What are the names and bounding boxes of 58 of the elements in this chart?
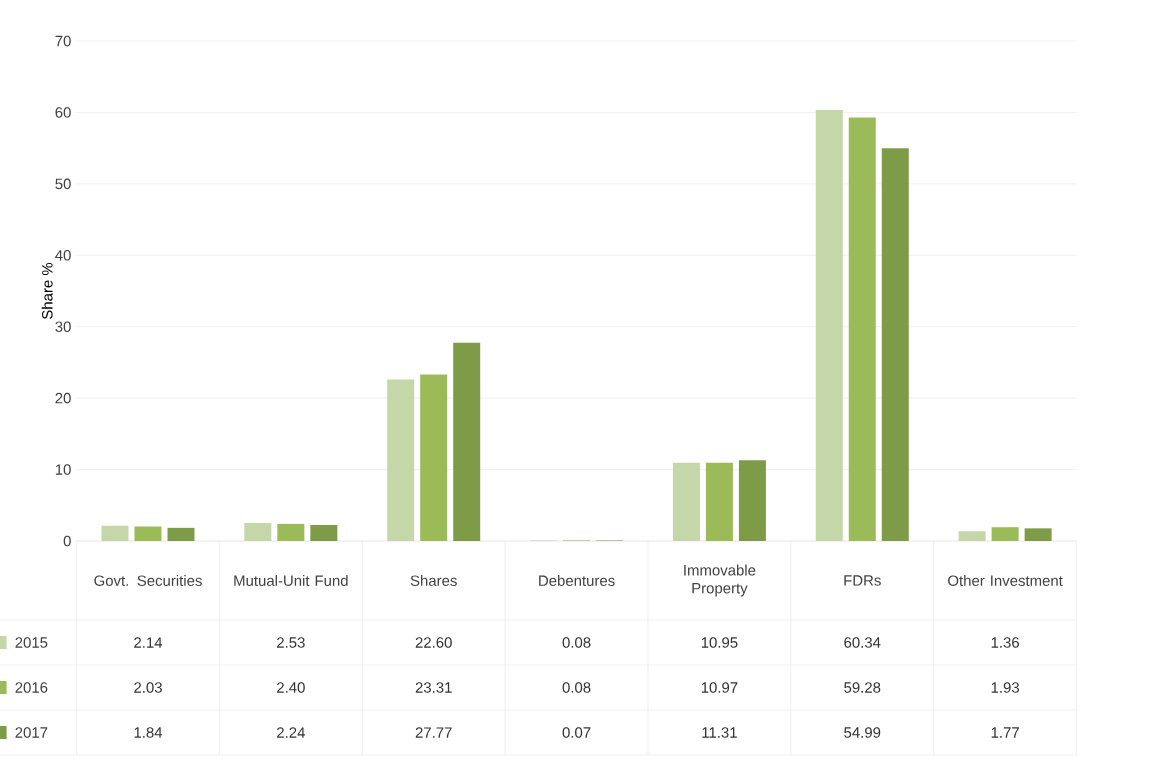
bar [815, 110, 843, 541]
y-tick-label: 50 [55, 178, 71, 190]
data-label: 2.53 [277, 637, 305, 648]
bar [958, 531, 986, 541]
data-label: 54.99 [844, 727, 881, 738]
data-label: 1.93 [991, 682, 1019, 693]
bar [453, 342, 481, 541]
y-tick-label: 60 [55, 107, 71, 118]
data-label: 2.40 [277, 682, 305, 693]
legend-label: 2015 [15, 637, 48, 648]
data-label: 2.03 [134, 682, 162, 693]
legend-label: 2017 [15, 727, 48, 738]
x-tick-label: Other Investment [948, 575, 1063, 586]
data-label: 0.07 [562, 727, 591, 738]
bar [420, 374, 448, 541]
bar [672, 462, 700, 541]
x-tick-label: FDRs [844, 575, 881, 586]
data-label: 1.36 [991, 637, 1019, 648]
data-label: 2.24 [277, 727, 305, 738]
y-tick-label: 20 [55, 392, 71, 404]
bar [167, 527, 195, 541]
data-label: 60.34 [844, 637, 881, 648]
y-tick-label: 30 [55, 321, 71, 332]
y-tick-label: 40 [55, 249, 71, 261]
x-tick-label: Shares [410, 575, 457, 586]
bar [244, 522, 272, 541]
data-label: 2.14 [134, 637, 163, 648]
y-tick-label: 70 [55, 35, 71, 47]
bar [705, 462, 733, 541]
y-tick-label: 10 [55, 464, 71, 475]
bar [881, 148, 909, 541]
data-label: 1.77 [991, 727, 1019, 738]
y-axis-title: Share % [41, 262, 53, 319]
x-tick-label: Debentures [539, 575, 615, 586]
bar [848, 117, 876, 541]
data-label: 22.60 [415, 637, 452, 648]
bar [387, 379, 415, 541]
data-label: 1.84 [134, 727, 163, 738]
data-label: 23.31 [415, 682, 452, 693]
x-tick-label: Immovable Property [684, 564, 756, 597]
bar [134, 526, 162, 541]
data-label: 10.95 [701, 637, 738, 648]
data-label: 0.08 [562, 637, 591, 648]
data-label: 10.97 [701, 682, 738, 693]
legend-label: 2016 [15, 682, 48, 693]
bar [277, 523, 305, 541]
x-tick-label: Mutual-Unit Fund [234, 575, 348, 586]
data-label: 0.08 [562, 682, 591, 693]
data-label: 27.77 [415, 727, 452, 738]
x-tick-label: Govt. Securities [94, 575, 202, 586]
data-label: 59.28 [844, 682, 881, 693]
bar [991, 527, 1019, 541]
data-label: 11.31 [702, 727, 737, 738]
bar [738, 460, 766, 541]
y-tick-label: 0 [63, 535, 71, 547]
bar [310, 525, 338, 541]
bar [1024, 528, 1052, 541]
bar [101, 525, 129, 541]
